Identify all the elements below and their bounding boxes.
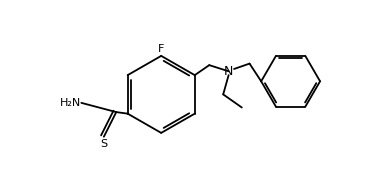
Text: H₂N: H₂N <box>60 98 81 108</box>
Text: F: F <box>158 44 164 54</box>
Text: S: S <box>100 139 108 149</box>
Text: N: N <box>224 65 233 78</box>
